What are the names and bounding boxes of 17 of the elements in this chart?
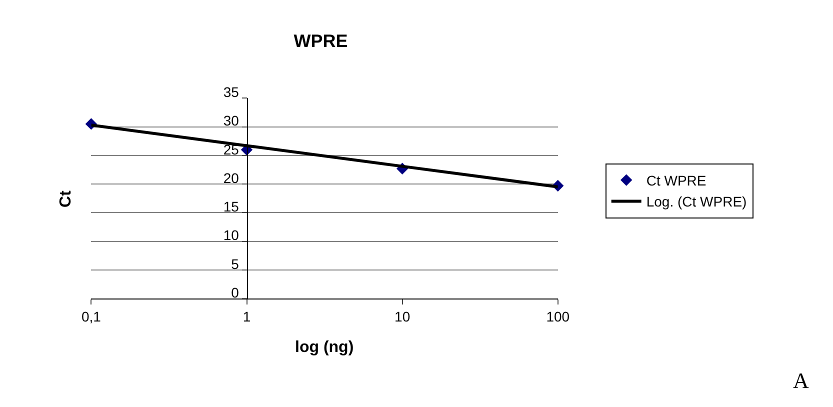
legend-label: Ct WPRE <box>646 172 706 189</box>
x-tick-label: 1 <box>242 308 251 324</box>
x-tick-label: 10 <box>394 308 410 324</box>
x-axis-title: log (ng) <box>295 339 354 356</box>
legend-label: Log. (Ct WPRE) <box>646 194 747 210</box>
x-tick-label: 100 <box>546 308 570 324</box>
y-tick-label: 15 <box>223 198 240 215</box>
chart-title: WPRE <box>294 31 348 51</box>
y-tick-label: 0 <box>231 284 240 300</box>
y-tick-label: 10 <box>223 227 240 244</box>
y-axis-title: Ct <box>58 190 75 208</box>
y-tick-label: 30 <box>223 112 240 129</box>
text: A <box>793 368 809 393</box>
x-tick-label: 0,1 <box>81 308 102 324</box>
y-tick-label: 20 <box>223 170 240 186</box>
y-tick-label: 5 <box>231 256 240 272</box>
y-tick-label: 35 <box>223 84 240 100</box>
